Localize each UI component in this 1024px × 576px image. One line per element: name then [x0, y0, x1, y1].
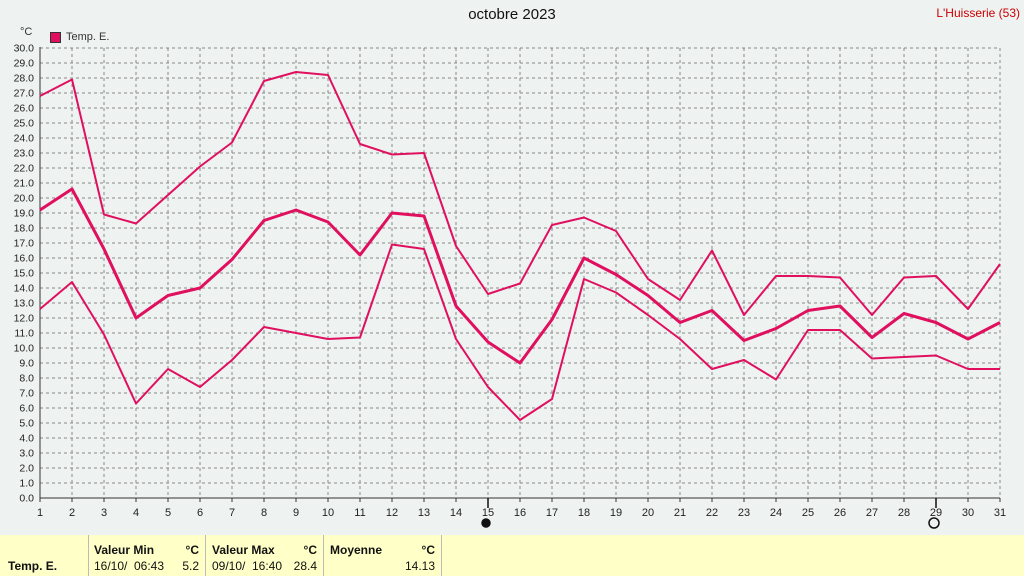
x-axis-ticks: 1 2 3 4 5 6 7 8 9 10 11 12 13 14 15 16 17 18 19 20 21 22 23 24 2…: [37, 498, 1006, 519]
x-tick-label: 27: [866, 507, 878, 519]
chart-legend: Temp. E.: [50, 31, 109, 43]
max-unit: °C: [303, 543, 317, 557]
footer-label-cell: Temp. E.: [0, 535, 89, 576]
footer-max-cell: Valeur Max °C 09/10/ 16:40 28.4: [206, 535, 324, 576]
y-tick-label: 0.0: [19, 493, 34, 505]
x-tick-label: 4: [133, 507, 139, 519]
x-tick-label: 21: [674, 507, 686, 519]
full-moon-icon: [928, 517, 940, 529]
y-tick-label: 22.0: [14, 163, 35, 175]
x-tick-label: 14: [450, 507, 462, 519]
y-tick-label: 18.0: [14, 223, 35, 235]
max-time: 16:40: [252, 559, 283, 573]
x-tick-label: 20: [642, 507, 654, 519]
min-value: 5.2: [182, 559, 199, 573]
y-tick-label: 6.0: [19, 403, 34, 415]
temperature-chart: 0.01.02.03.04.05.06.07.08.09.010.011.012…: [14, 43, 1006, 529]
x-tick-label: 2: [69, 507, 75, 519]
max-value: 28.4: [293, 559, 317, 573]
legend-swatch-icon: [50, 31, 61, 43]
footer-min-cell: Valeur Min °C 16/10/ 06:43 5.2: [88, 535, 206, 576]
y-tick-label: 9.0: [19, 358, 34, 370]
x-tick-label: 6: [197, 507, 203, 519]
y-tick-label: 19.0: [14, 208, 35, 220]
chart-series: [39, 71, 1001, 421]
min-unit: °C: [185, 543, 199, 557]
y-tick-label: 26.0: [14, 103, 35, 115]
y-tick-label: 14.0: [14, 283, 35, 295]
x-tick-label: 31: [994, 507, 1006, 519]
x-tick-label: 28: [898, 507, 910, 519]
y-tick-label: 28.0: [14, 73, 35, 85]
series-line-2: [39, 187, 1001, 365]
y-tick-label: 13.0: [14, 298, 35, 310]
y-tick-label: 5.0: [19, 418, 34, 430]
y-tick-label: 2.0: [19, 463, 34, 475]
y-axis-unit: °C: [20, 26, 33, 38]
footer-avg-cell: Moyenne °C 14.13: [324, 535, 442, 576]
chart-markers: [481, 498, 940, 529]
y-tick-label: 21.0: [14, 178, 35, 190]
y-tick-label: 8.0: [19, 373, 34, 385]
x-tick-label: 13: [418, 507, 430, 519]
min-title: Valeur Min: [94, 543, 155, 557]
series-line-3: [39, 243, 1000, 421]
y-tick-label: 7.0: [19, 388, 34, 400]
x-tick-label: 7: [229, 507, 235, 519]
x-tick-label: 15: [482, 507, 494, 519]
x-tick-label: 29: [930, 507, 942, 519]
y-tick-label: 10.0: [14, 343, 35, 355]
chart-grid: [40, 47, 1001, 498]
y-tick-label: 15.0: [14, 268, 35, 280]
x-tick-label: 23: [738, 507, 750, 519]
y-tick-label: 24.0: [14, 133, 35, 145]
x-tick-label: 26: [834, 507, 846, 519]
x-tick-label: 8: [261, 507, 267, 519]
y-tick-label: 12.0: [14, 313, 35, 325]
x-tick-label: 16: [514, 507, 526, 519]
avg-value: 14.13: [404, 559, 435, 573]
footer-row-label: Temp. E.: [8, 559, 58, 573]
y-tick-label: 23.0: [14, 148, 35, 160]
max-title: Valeur Max: [212, 543, 275, 557]
x-tick-label: 19: [610, 507, 622, 519]
y-tick-label: 1.0: [19, 478, 34, 490]
y-tick-label: 4.0: [19, 433, 34, 445]
stats-footer: Temp. E. Valeur Min °C 16/10/ 06:43 5.2 …: [0, 535, 1024, 576]
x-tick-label: 12: [386, 507, 398, 519]
x-tick-label: 10: [322, 507, 334, 519]
series-line-1: [39, 71, 1001, 316]
x-tick-label: 9: [293, 507, 299, 519]
x-tick-label: 24: [770, 507, 782, 519]
legend-label: Temp. E.: [66, 31, 110, 43]
y-axis-ticks: 0.0 1.0 2.0 3.0 4.0 5.0 6.0 7.0 8.0 9.0 10.0 11.0 12…: [14, 43, 35, 505]
x-tick-label: 22: [706, 507, 718, 519]
y-tick-label: 30.0: [14, 43, 35, 55]
y-tick-label: 3.0: [19, 448, 34, 460]
y-tick-label: 11.0: [14, 328, 34, 340]
x-tick-label: 25: [802, 507, 814, 519]
y-tick-label: 27.0: [14, 88, 35, 100]
avg-title: Moyenne: [330, 543, 383, 557]
new-moon-icon: [481, 518, 491, 528]
min-time: 06:43: [134, 559, 165, 573]
y-tick-label: 16.0: [14, 253, 35, 265]
x-tick-label: 17: [546, 507, 558, 519]
avg-unit: °C: [421, 543, 435, 557]
x-tick-label: 30: [962, 507, 974, 519]
x-tick-label: 18: [578, 507, 590, 519]
x-tick-label: 5: [165, 507, 171, 519]
x-tick-label: 11: [354, 507, 365, 519]
y-tick-label: 29.0: [14, 58, 35, 70]
y-tick-label: 25.0: [14, 118, 35, 130]
y-tick-label: 20.0: [14, 193, 35, 205]
min-date: 16/10/: [94, 559, 128, 573]
chart-title: octobre 2023: [468, 6, 556, 23]
y-tick-label: 17.0: [14, 238, 35, 250]
x-tick-label: 3: [101, 507, 107, 519]
x-tick-label: 1: [37, 507, 43, 519]
max-date: 09/10/: [212, 559, 246, 573]
station-name: L'Huisserie (53): [936, 6, 1020, 20]
